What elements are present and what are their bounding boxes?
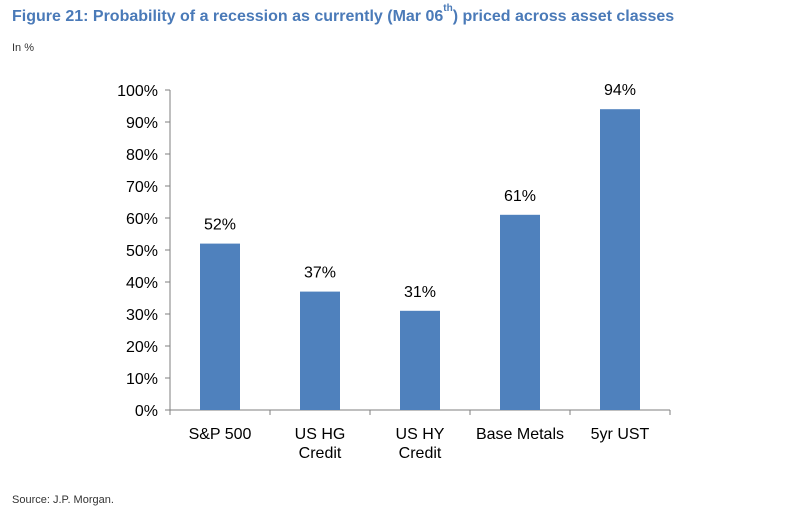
y-tick-label: 80%: [126, 147, 158, 164]
y-tick-label: 30%: [126, 307, 158, 324]
x-category-label-line: Credit: [299, 445, 342, 462]
x-category-label: S&P 500: [189, 426, 252, 443]
y-tick-label: 70%: [126, 179, 158, 196]
chart-subtitle: In %: [12, 42, 35, 54]
x-category-label-line: US HG: [295, 426, 346, 443]
bar: [600, 109, 640, 410]
x-category-label: US HY Credit: [396, 426, 445, 462]
chart-title-main: Figure 21: Probability of a recession as…: [12, 8, 444, 25]
y-tick-label: 40%: [126, 275, 158, 292]
x-category-label: 5yr UST: [591, 426, 650, 443]
y-tick-label: 20%: [126, 339, 158, 356]
chart-title-end: ) priced across asset classes: [452, 8, 675, 25]
y-tick-label: 100%: [117, 83, 158, 100]
bar: [400, 310, 440, 410]
y-tick-label: 10%: [126, 371, 158, 388]
x-category-label-line: Credit: [399, 445, 442, 462]
x-category-label-line: Base Metals: [476, 426, 564, 443]
y-tick-label: 60%: [126, 211, 158, 228]
x-category-label-line: S&P 500: [189, 426, 252, 443]
chart-source: Source: J.P. Morgan.: [12, 494, 114, 506]
chart-labels: 52% S&P 500 37% US HG Credit 31% US HY Credit 61…: [189, 82, 650, 462]
chart-bars: [200, 109, 640, 410]
y-tick-label: 0%: [135, 403, 158, 420]
data-label: 61%: [504, 188, 536, 205]
x-category-label-line: US HY: [396, 426, 445, 443]
bar: [300, 291, 340, 410]
data-label: 94%: [604, 82, 636, 99]
chart-axes: 0% 10% 20% 30% 40% 50% 60% 70% 80% 90% 100%: [117, 83, 671, 420]
y-tick-label: 90%: [126, 115, 158, 132]
x-category-label-line: 5yr UST: [591, 426, 650, 443]
data-label: 37%: [304, 265, 336, 282]
chart-title-superscript: th: [443, 3, 453, 14]
data-label: 31%: [404, 284, 436, 301]
bar: [200, 243, 240, 410]
y-tick-label: 50%: [126, 243, 158, 260]
bar: [500, 214, 540, 410]
chart-title: Figure 21: Probability of a recession as…: [12, 4, 675, 26]
data-label: 52%: [204, 217, 236, 234]
x-category-label: US HG Credit: [295, 426, 346, 462]
x-category-label: Base Metals: [476, 426, 564, 443]
